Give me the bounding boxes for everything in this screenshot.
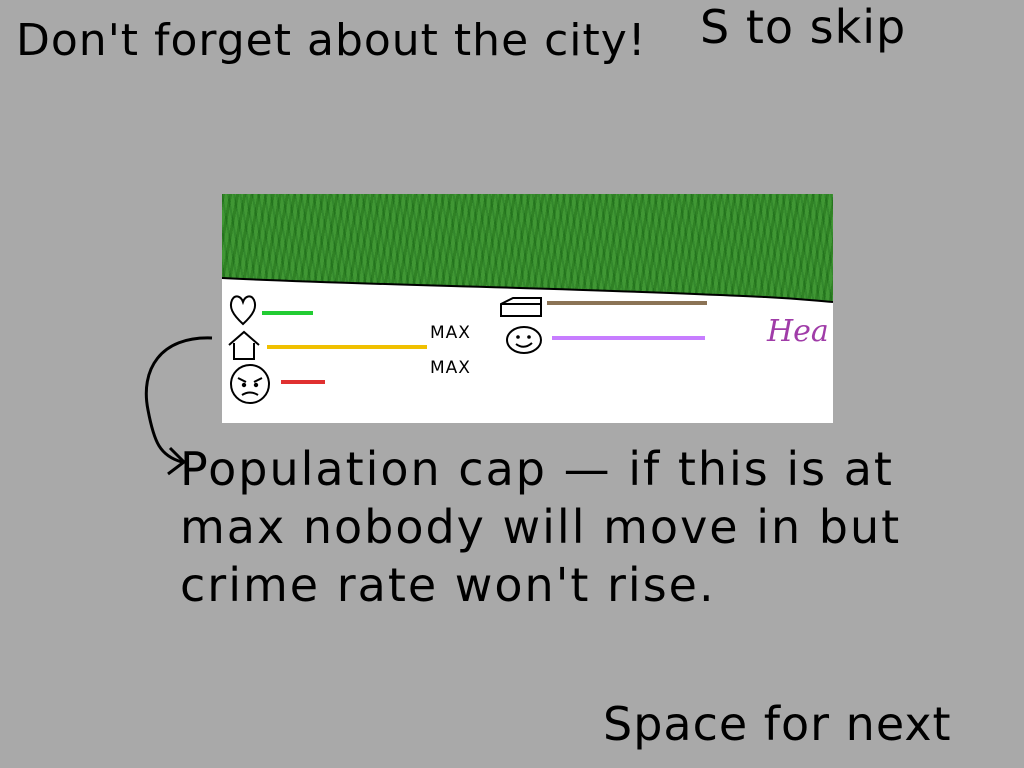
population-cap-explanation: Population cap — if this is at max nobod… [180, 442, 902, 612]
log-icon [500, 297, 542, 317]
curved-arrow [144, 336, 213, 476]
population-max-label: MAX [430, 323, 471, 343]
reminder-text: Don't forget about the city! [16, 14, 646, 68]
hud-preview: MAX MAX Hea [222, 194, 833, 423]
angry-face-icon [230, 364, 270, 404]
resources-bar [547, 301, 707, 305]
crime-max-label: MAX [430, 358, 471, 378]
skip-hint: S to skip [700, 0, 907, 54]
ground-edge [222, 277, 833, 314]
signature-scribble: Hea [767, 314, 829, 349]
health-bar [262, 311, 313, 315]
heart-icon [229, 295, 257, 326]
happiness-bar [552, 336, 705, 340]
reminder-line: Don't forget about the city! [16, 15, 647, 66]
house-icon [228, 330, 260, 360]
smiley-face-icon [506, 326, 542, 354]
crime-bar [281, 380, 325, 384]
population-bar [267, 345, 427, 349]
next-hint: Space for next [603, 697, 952, 751]
